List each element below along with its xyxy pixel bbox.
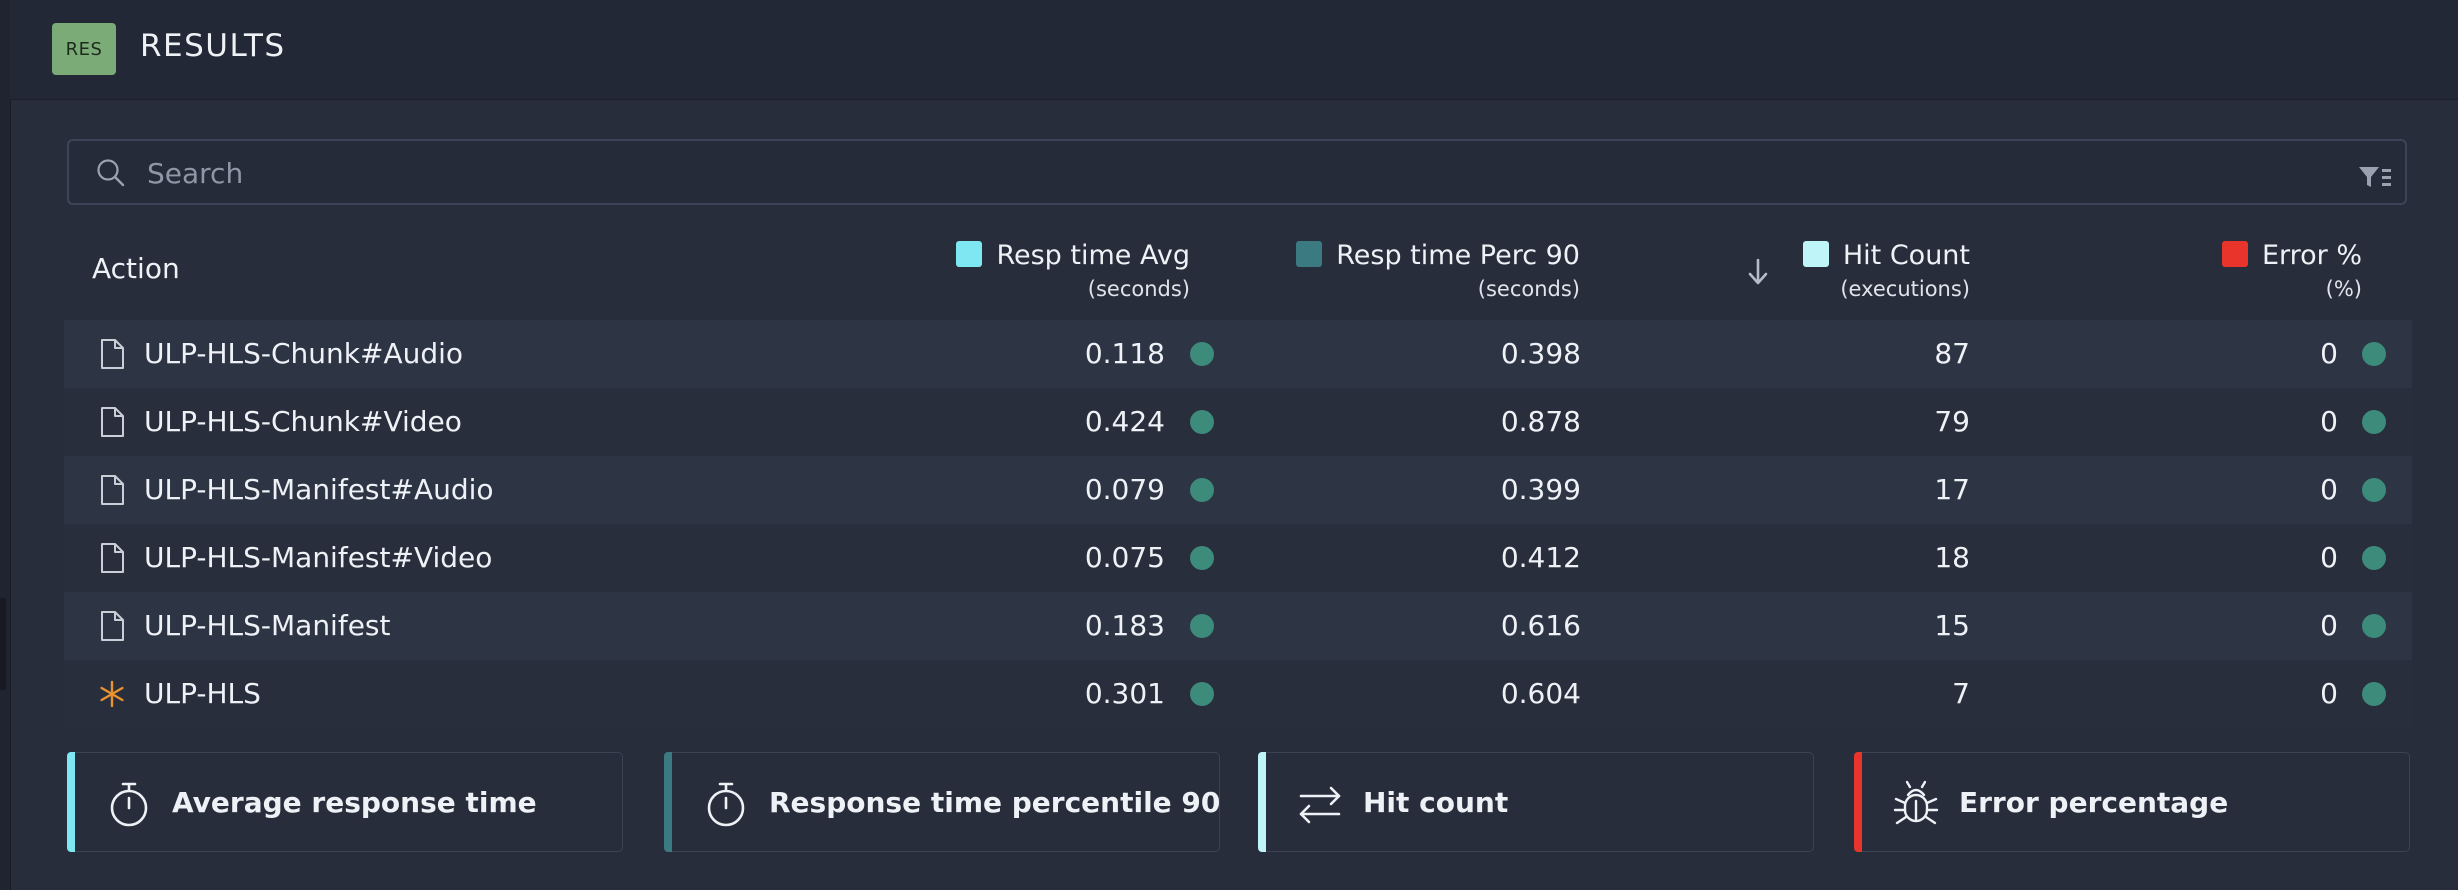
status-dot [2362, 478, 2386, 502]
table-row[interactable]: ULP-HLS-Chunk#Video 0.424 0.878 79 0 [64, 388, 2412, 456]
action-name[interactable]: ULP-HLS [144, 677, 261, 710]
resp-p90-value: 0.398 [1500, 337, 1581, 370]
action-name[interactable]: ULP-HLS-Chunk#Audio [144, 337, 464, 370]
resp-p90-value: 0.878 [1500, 405, 1581, 438]
resp-p90-value: 0.616 [1500, 609, 1581, 642]
resp-avg-value: 0.301 [1084, 677, 1165, 710]
card-average-response-time[interactable]: Average response time [67, 752, 623, 852]
error-pct-value: 0 [2320, 609, 2338, 642]
status-dot [1190, 682, 1214, 706]
column-header-hit-count[interactable]: Hit Count (executions) [1720, 240, 1970, 301]
table-row[interactable]: ULP-HLS-Manifest#Audio 0.079 0.399 17 0 [64, 456, 2412, 524]
left-panel-edge [0, 0, 11, 890]
resp-p90-value: 0.412 [1500, 541, 1581, 574]
legend-swatch-resp-avg [956, 241, 983, 267]
asterisk-icon [100, 680, 124, 708]
file-icon [101, 475, 124, 505]
card-accent [1258, 752, 1266, 852]
table-row[interactable]: ULP-HLS 0.301 0.604 7 0 [64, 660, 2412, 728]
error-pct-value: 0 [2320, 473, 2338, 506]
resp-avg-value: 0.079 [1084, 473, 1165, 506]
card-hit-count[interactable]: Hit count [1258, 752, 1814, 852]
card-accent [67, 752, 75, 852]
hit-count-value: 87 [1934, 337, 1970, 370]
legend-swatch-hit-count [1802, 241, 1829, 267]
bug-icon [1893, 780, 1939, 825]
status-dot [1190, 614, 1214, 638]
legend-swatch-error-pct [2221, 241, 2248, 267]
table-row[interactable]: ULP-HLS-Manifest 0.183 0.616 15 0 [64, 592, 2412, 660]
status-dot [1190, 410, 1214, 434]
action-name[interactable]: ULP-HLS-Manifest#Audio [144, 473, 494, 506]
status-dot [2362, 546, 2386, 570]
stopwatch-icon [707, 782, 745, 827]
column-unit: (seconds) [1477, 277, 1580, 301]
card-accent [664, 752, 672, 852]
error-pct-value: 0 [2320, 677, 2338, 710]
column-label: Error % [2261, 240, 2362, 271]
card-response-time-percentile-90[interactable]: Response time percentile 90 [664, 752, 1220, 852]
file-icon [101, 339, 124, 369]
card-accent [1854, 752, 1862, 852]
status-dot [1190, 478, 1214, 502]
card-error-percentage[interactable]: Error percentage [1854, 752, 2410, 852]
hit-count-value: 15 [1934, 609, 1970, 642]
stopwatch-icon [110, 782, 148, 827]
hit-count-value: 7 [1952, 677, 1970, 710]
hit-count-value: 79 [1934, 405, 1970, 438]
table-row[interactable]: ULP-HLS-Chunk#Audio 0.118 0.398 87 0 [64, 320, 2412, 388]
res-badge: RES [52, 23, 116, 75]
column-label: Resp time Perc 90 [1336, 240, 1580, 271]
action-name[interactable]: ULP-HLS-Manifest [144, 609, 391, 642]
column-header-error-pct[interactable]: Error % (%) [2100, 240, 2362, 301]
results-header: RES RESULTS [10, 0, 2458, 100]
arrows-exchange-icon [1299, 786, 1341, 824]
resp-avg-value: 0.183 [1084, 609, 1165, 642]
status-dot [1190, 546, 1214, 570]
card-label: Response time percentile 90 [769, 786, 1221, 819]
column-label: Resp time Avg [996, 240, 1190, 271]
action-name[interactable]: ULP-HLS-Manifest#Video [144, 541, 493, 574]
resp-avg-value: 0.424 [1084, 405, 1165, 438]
error-pct-value: 0 [2320, 405, 2338, 438]
hit-count-value: 17 [1934, 473, 1970, 506]
card-label: Error percentage [1959, 786, 2229, 819]
resp-avg-value: 0.118 [1084, 337, 1165, 370]
column-header-resp-avg[interactable]: Resp time Avg (seconds) [900, 240, 1190, 301]
panel-resize-handle[interactable] [0, 598, 6, 690]
error-pct-value: 0 [2320, 337, 2338, 370]
file-icon [101, 611, 124, 641]
search-icon [97, 159, 125, 187]
resp-p90-value: 0.604 [1500, 677, 1581, 710]
column-header-resp-p90[interactable]: Resp time Perc 90 (seconds) [1230, 240, 1580, 301]
hit-count-value: 18 [1934, 541, 1970, 574]
filter-icon[interactable] [2357, 163, 2393, 191]
file-icon [101, 407, 124, 437]
error-pct-value: 0 [2320, 541, 2338, 574]
column-unit: (%) [2325, 277, 2362, 301]
column-label: Hit Count [1842, 240, 1970, 271]
status-dot [2362, 682, 2386, 706]
column-unit: (seconds) [1087, 277, 1190, 301]
status-dot [2362, 410, 2386, 434]
resp-p90-value: 0.399 [1500, 473, 1581, 506]
page-title: RESULTS [140, 28, 286, 64]
search-box[interactable] [67, 139, 2407, 205]
status-dot [2362, 614, 2386, 638]
search-input[interactable] [145, 141, 2299, 205]
legend-swatch-resp-p90 [1296, 241, 1323, 267]
action-name[interactable]: ULP-HLS-Chunk#Video [144, 405, 462, 438]
sort-descending-icon[interactable] [1745, 256, 1771, 288]
table-row[interactable]: ULP-HLS-Manifest#Video 0.075 0.412 18 0 [64, 524, 2412, 592]
status-dot [1190, 342, 1214, 366]
column-unit: (executions) [1840, 277, 1970, 301]
status-dot [2362, 342, 2386, 366]
card-label: Average response time [172, 786, 537, 819]
resp-avg-value: 0.075 [1084, 541, 1165, 574]
column-header-action[interactable]: Action [92, 252, 180, 285]
file-icon [101, 543, 124, 573]
card-label: Hit count [1363, 786, 1509, 819]
